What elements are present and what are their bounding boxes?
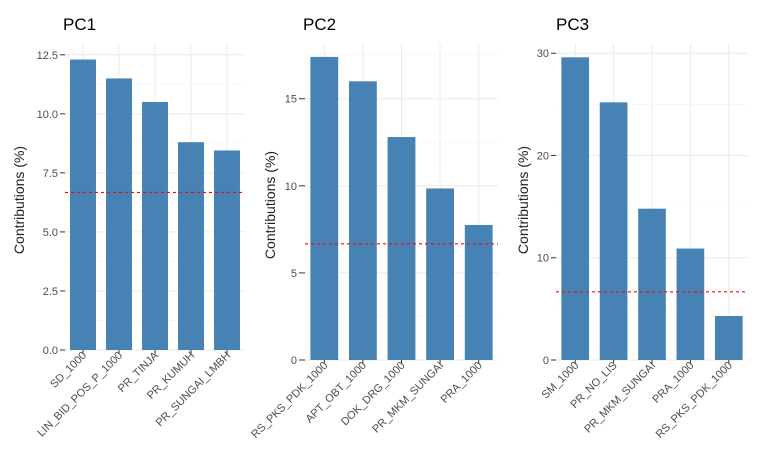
y-tick-label: 10 — [285, 181, 297, 193]
bar-PR_TINJA — [142, 102, 168, 351]
y-axis-label: Contributions (%) — [262, 151, 278, 259]
y-tick-label: 5 — [291, 268, 297, 280]
x-tick-label: PRA_1000 — [439, 360, 485, 406]
y-axis-label: Contributions (%) — [515, 146, 531, 254]
y-tick-label: 10 — [537, 253, 549, 265]
x-tick-label: RS_PKS_PDK_1000 — [249, 360, 330, 441]
panel-pc2: 051015RS_PKS_PDK_1000APT_OBT_1000DOK_DRG… — [249, 15, 498, 441]
x-tick-label: PR_MKM_SUNGAI — [370, 360, 446, 436]
y-tick-label: 30 — [537, 48, 549, 60]
bar-SM_1000 — [561, 57, 590, 360]
bar-PR_MKM_SUNGAI — [426, 188, 454, 360]
chart-title: PC2 — [303, 15, 336, 34]
x-tick-label: PR_MKM_SUNGAI — [582, 360, 658, 436]
y-axis-label: Contributions (%) — [11, 146, 27, 254]
y-tick-label: 0 — [543, 355, 549, 367]
y-tick-label: 20 — [537, 150, 549, 162]
bar-RS_PKS_PDK_1000 — [714, 316, 743, 360]
panel-pc1: 0.02.55.07.510.012.5SD_1000LIN_BID_POS_P… — [11, 15, 245, 439]
bar-DOK_DRG_1000 — [387, 137, 416, 360]
bar-PRA_1000 — [676, 248, 705, 360]
y-tick-label: 0.0 — [43, 345, 58, 357]
y-tick-label: 0 — [291, 355, 297, 367]
y-tick-label: 15 — [285, 94, 297, 106]
x-tick-label: RS_PKS_PDK_1000 — [654, 360, 735, 441]
y-tick-label: 7.5 — [43, 168, 58, 180]
bar-PR_MKM_SUNGAI — [638, 208, 666, 360]
bar-PR_KUMUH — [178, 142, 204, 350]
bar-SD_1000 — [70, 59, 96, 351]
bar-PRA_1000 — [464, 225, 493, 360]
bar-RS_PKS_PDK_1000 — [310, 56, 339, 360]
y-tick-label: 12.5 — [37, 50, 58, 62]
chart-title: PC1 — [63, 15, 96, 34]
bar-PR_SUNGAI_LMBH — [214, 150, 240, 350]
panel-pc3: 0102030SM_1000PR_NO_LISPR_MKM_SUNGAIPRA_… — [515, 15, 748, 441]
chart-title: PC3 — [556, 15, 589, 34]
y-tick-label: 2.5 — [43, 286, 58, 298]
y-tick-label: 5.0 — [43, 227, 58, 239]
y-tick-label: 10.0 — [37, 109, 58, 121]
bar-APT_OBT_1000 — [349, 81, 377, 361]
bar-PR_NO_LIS — [599, 102, 628, 360]
bar-LIN_BID_POS_P_1000 — [106, 78, 132, 350]
